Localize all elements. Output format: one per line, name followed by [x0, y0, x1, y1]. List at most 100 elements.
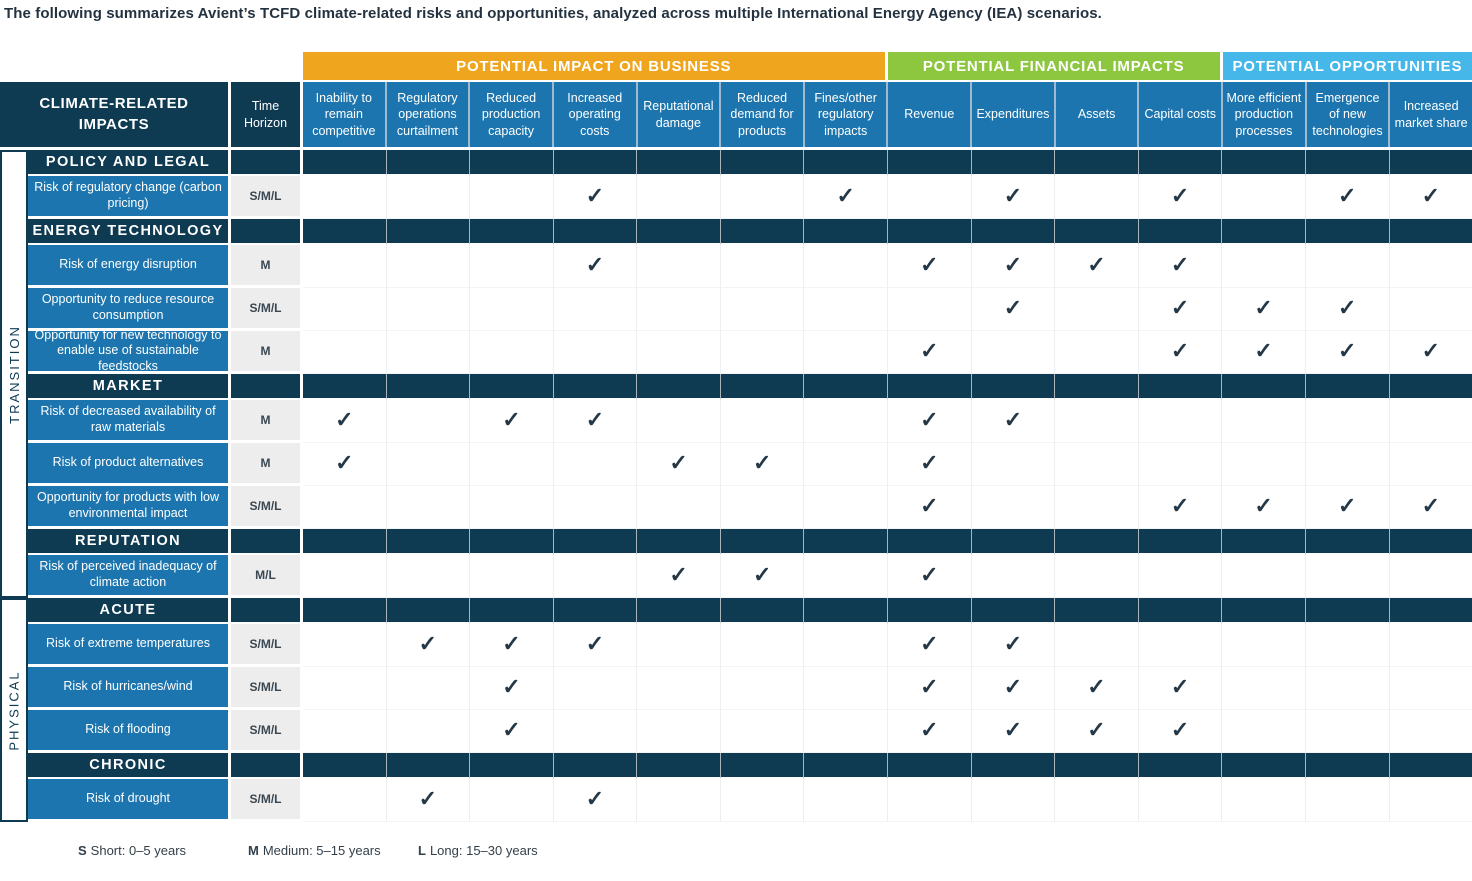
impact-cell [888, 288, 972, 331]
impact-cell: ✓ [971, 245, 1056, 288]
risk-label: Risk of decreased availability of raw ma… [28, 400, 228, 443]
impact-cell [1138, 374, 1223, 400]
impact-cell: ✓ [1222, 486, 1306, 529]
impact-cell [303, 779, 387, 822]
legend-item-short: S Short: 0–5 years [78, 843, 248, 858]
impact-cell [971, 598, 1056, 624]
check-icon: ✓ [1254, 295, 1273, 320]
impact-cell: ✓ [386, 624, 471, 667]
impact-cell: ✓ [971, 400, 1056, 443]
impact-cell [720, 779, 805, 822]
impact-cell [1305, 624, 1390, 667]
check-icon: ✓ [920, 631, 939, 656]
check-icon: ✓ [1170, 338, 1190, 363]
impact-cell [888, 529, 972, 555]
impact-cell: ✓ [1138, 710, 1223, 753]
row-cells: ✓ ✓ ✓ ✓ ✓ [303, 710, 1472, 753]
impact-cell [1305, 598, 1390, 624]
column-header: Emergence of new technologies [1306, 82, 1391, 147]
check-icon: ✓ [920, 493, 939, 518]
impact-cell: ✓ [1389, 331, 1472, 374]
impact-cell [1055, 779, 1139, 822]
impact-cell [720, 529, 805, 555]
impact-cell [971, 555, 1056, 598]
impact-cell [804, 400, 889, 443]
impact-cell [470, 443, 554, 486]
impact-cell: ✓ [470, 624, 554, 667]
legend-key: S [78, 843, 87, 858]
impact-cell: ✓ [1055, 667, 1139, 710]
impact-cell [470, 529, 554, 555]
impact-cell [470, 598, 554, 624]
impact-cell: ✓ [888, 443, 972, 486]
group-header-label: POTENTIAL OPPORTUNITIES [1232, 57, 1463, 75]
impact-cell [386, 529, 471, 555]
impact-cell: ✓ [1055, 245, 1139, 288]
impact-cell [1389, 400, 1472, 443]
impact-cell [1138, 150, 1223, 176]
column-header: Expenditures [972, 82, 1056, 147]
impact-cell [971, 779, 1056, 822]
impact-cell [1138, 443, 1223, 486]
check-icon: ✓ [1170, 252, 1190, 277]
impact-cell [1055, 598, 1139, 624]
impact-cell [1305, 710, 1390, 753]
impact-cell [720, 486, 805, 529]
impact-cell [1222, 555, 1306, 598]
check-icon: ✓ [335, 450, 354, 475]
impact-cell: ✓ [1305, 331, 1390, 374]
column-header: Increased market share [1390, 82, 1472, 147]
impact-cell [1389, 710, 1472, 753]
row-cells: ✓ ✓ ✓ ✓ ✓ [303, 400, 1472, 443]
side-group-transition: TRANSITION [0, 150, 28, 598]
column-header-band: CLIMATE-RELATED IMPACTS Time Horizon Ina… [0, 82, 1472, 147]
legend-item-long: L Long: 15–30 years [418, 843, 588, 858]
section-label: CHRONIC [28, 753, 228, 779]
impact-cell [386, 374, 471, 400]
impact-cell [1389, 245, 1472, 288]
impact-cell [720, 374, 805, 400]
impact-cell [386, 710, 471, 753]
impact-cell [720, 150, 805, 176]
check-icon: ✓ [1087, 717, 1106, 742]
impact-cell [1305, 555, 1390, 598]
impact-cell [470, 555, 554, 598]
group-header-financial-impacts: POTENTIAL FINANCIAL IMPACTS [887, 52, 1220, 80]
impact-cell: ✓ [888, 486, 972, 529]
check-icon: ✓ [1338, 295, 1357, 320]
row-cells: ✓ ✓ [303, 779, 1472, 822]
check-icon: ✓ [1170, 295, 1190, 320]
impact-cell [720, 667, 805, 710]
impact-cell [971, 443, 1056, 486]
impact-cell [303, 331, 387, 374]
impact-cell [1305, 753, 1390, 779]
impact-cell [553, 331, 638, 374]
row-cells [303, 219, 1472, 245]
impact-cell [303, 667, 387, 710]
impact-cell: ✓ [1389, 176, 1472, 219]
risk-row: Risk of perceived inadequacy of climate … [28, 555, 1472, 598]
impact-cell [470, 176, 554, 219]
impact-cell: ✓ [888, 710, 972, 753]
time-horizon-value: M [231, 331, 300, 374]
impact-cell [637, 150, 721, 176]
impact-cell [804, 374, 889, 400]
impact-cell [888, 150, 972, 176]
impact-cell [971, 374, 1056, 400]
section-row: CHRONIC [28, 753, 1472, 779]
column-header: More efficient production processes [1223, 82, 1307, 147]
impact-cell [303, 753, 387, 779]
check-icon: ✓ [1254, 493, 1273, 518]
legend-text: Short: 0–5 years [90, 843, 187, 858]
time-horizon-value [231, 219, 300, 245]
row-cells [303, 529, 1472, 555]
section-row: POLICY AND LEGAL [28, 150, 1472, 176]
impact-cell [303, 598, 387, 624]
row-cells: ✓ ✓ ✓ ✓ [303, 443, 1472, 486]
risk-row: Opportunity to reduce resource consumpti… [28, 288, 1472, 331]
check-icon: ✓ [752, 450, 772, 475]
time-horizon-value: S/M/L [231, 779, 300, 822]
impact-cell [888, 219, 972, 245]
check-icon: ✓ [502, 407, 521, 432]
